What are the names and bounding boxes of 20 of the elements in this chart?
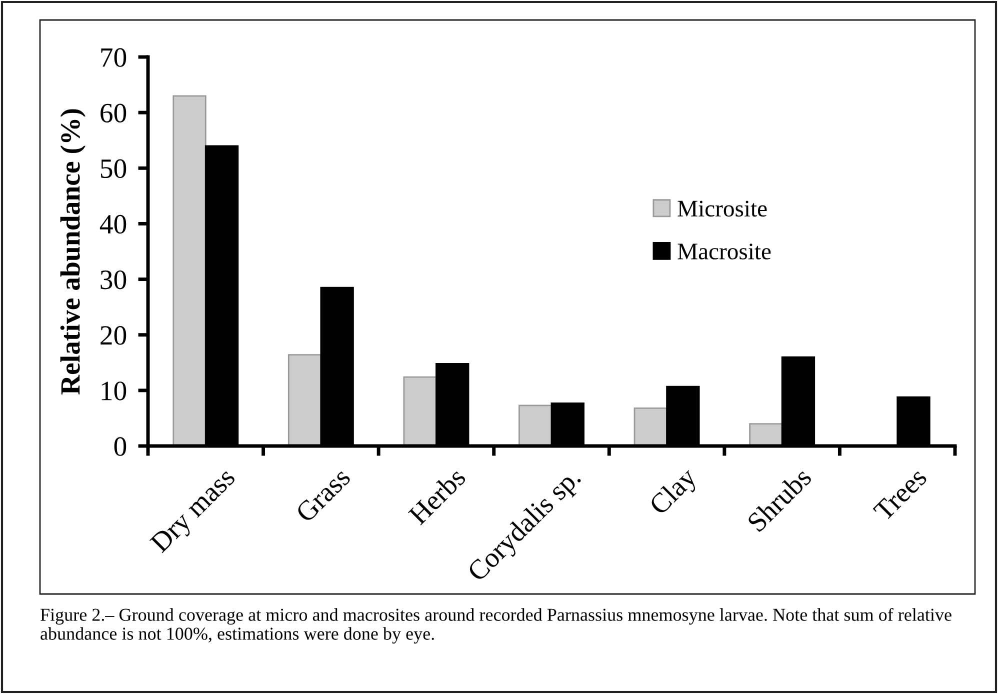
y-tick-label: 50 [101, 159, 126, 178]
y-tick-label: 20 [100, 326, 126, 345]
bar [749, 423, 783, 446]
bar [288, 354, 322, 446]
y-tick-label: 70 [101, 48, 126, 67]
x-tick-label: Dry mass [149, 466, 240, 558]
legend-label: Macrosite [678, 244, 771, 260]
y-axis-title: Relative abundance (%) [60, 109, 86, 395]
bar [172, 95, 206, 446]
y-tick-label: 30 [100, 270, 126, 290]
bar [403, 376, 437, 446]
x-tick-label: Clay [648, 466, 702, 520]
legend-label: Microsite [678, 200, 767, 217]
y-tick-label: 0 [114, 437, 126, 456]
caption: Figure 2.– Ground coverage at micro and macrosites around recorded Parnassius mnemosyne larvae. Note that sum of relative abundance is not 100%, estimations were done by eye. [40, 608, 952, 644]
y-tick-label: 10 [102, 382, 126, 400]
y-tick-label: 40 [100, 214, 126, 234]
bar [634, 408, 668, 446]
bar [518, 404, 552, 446]
y-tick-label: 60 [100, 104, 126, 122]
